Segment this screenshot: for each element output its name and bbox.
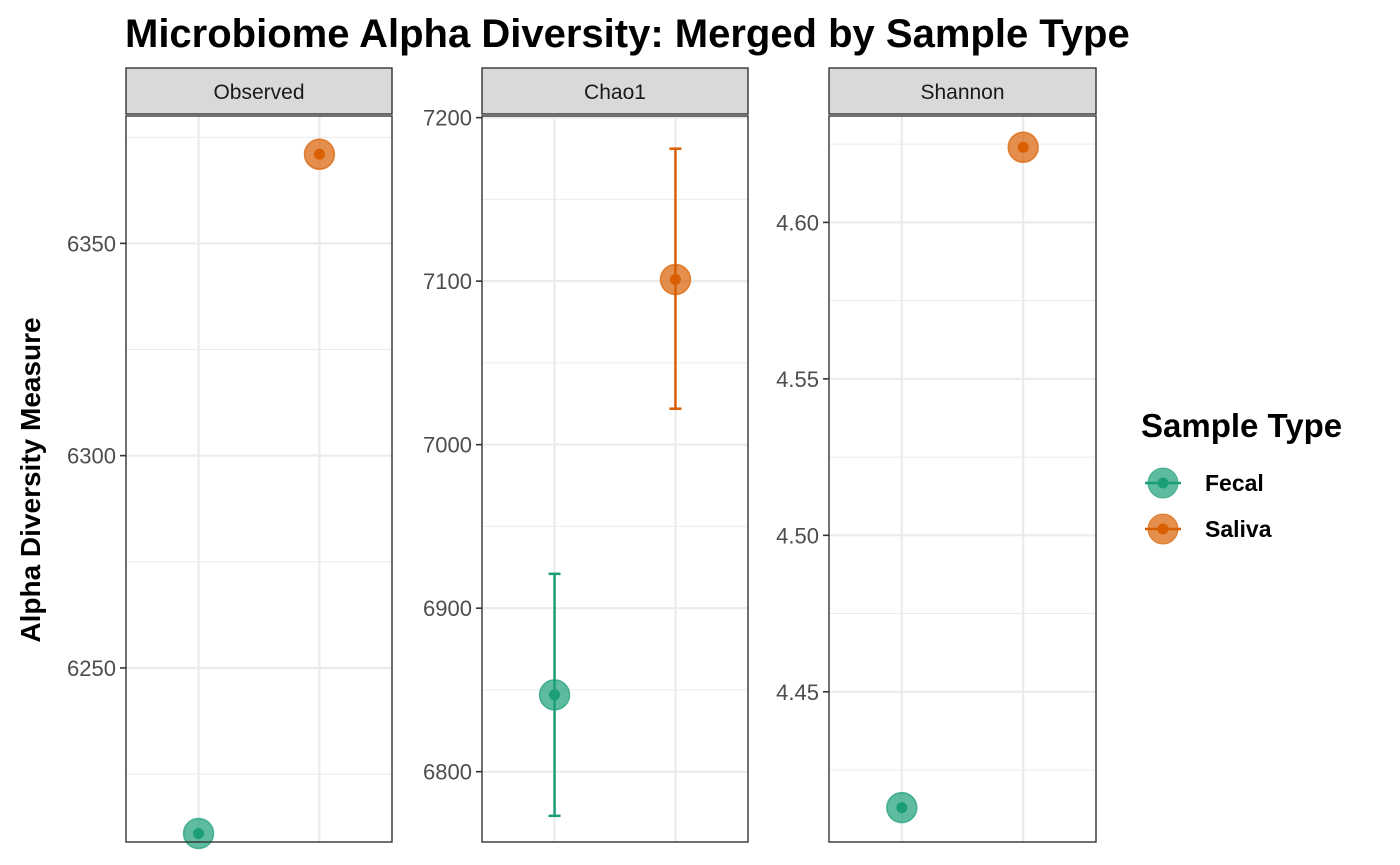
legend-entries: Fecal Saliva	[1145, 467, 1272, 545]
point-center	[896, 802, 908, 814]
y-tick-label: 6800	[423, 760, 472, 785]
panel-observed: 6250 6300 6350 Observed	[67, 67, 393, 850]
y-axis-label: Alpha Diversity Measure	[15, 317, 46, 642]
y-tick-label: 7200	[423, 106, 472, 131]
panel-chao1: 6800 6900 7000 7100 7200 Chao1	[423, 67, 749, 843]
legend-label: Fecal	[1205, 470, 1264, 496]
chart-title: Microbiome Alpha Diversity: Merged by Sa…	[125, 12, 1130, 56]
facet-strip	[828, 67, 1097, 115]
point-center	[193, 828, 205, 840]
y-tick-label: 6350	[67, 231, 116, 256]
legend-label: Saliva	[1205, 516, 1272, 542]
y-tick-label: 4.50	[776, 523, 819, 548]
panel-border	[125, 115, 393, 843]
y-tick-label: 7100	[423, 269, 472, 294]
point-center	[549, 689, 561, 701]
y-tick-label: 4.60	[776, 210, 819, 235]
point-center	[669, 274, 681, 286]
y-tick-label: 6300	[67, 444, 116, 469]
facet-strip-label: Observed	[213, 81, 304, 104]
facet-strip	[481, 67, 749, 115]
y-tick-label: 6250	[67, 656, 116, 681]
legend-key-dot	[1157, 477, 1169, 489]
legend-key-dot	[1157, 523, 1169, 535]
panel-border	[828, 115, 1097, 843]
y-tick-label: 7000	[423, 433, 472, 458]
legend-title: Sample Type	[1141, 407, 1342, 444]
y-tick-label: 4.55	[776, 367, 819, 392]
y-tick-label: 4.45	[776, 680, 819, 705]
legend-entry-fecal: Fecal	[1145, 467, 1264, 499]
facet-strip	[125, 67, 393, 115]
y-tick-label: 6900	[423, 596, 472, 621]
panel-shannon: 4.45 4.50 4.55 4.60 Shannon	[776, 67, 1097, 843]
legend: Sample Type Fecal Saliva	[1141, 407, 1342, 545]
panel-border	[481, 115, 749, 843]
facet-strip-label: Shannon	[920, 81, 1004, 104]
legend-entry-saliva: Saliva	[1145, 513, 1272, 545]
point-center	[1017, 141, 1029, 153]
facet-panels: 6250 6300 6350 Observed 6800 6900 7000 7100 7200…	[67, 67, 1097, 850]
point-center	[313, 148, 325, 160]
facet-strip-label: Chao1	[584, 81, 646, 104]
